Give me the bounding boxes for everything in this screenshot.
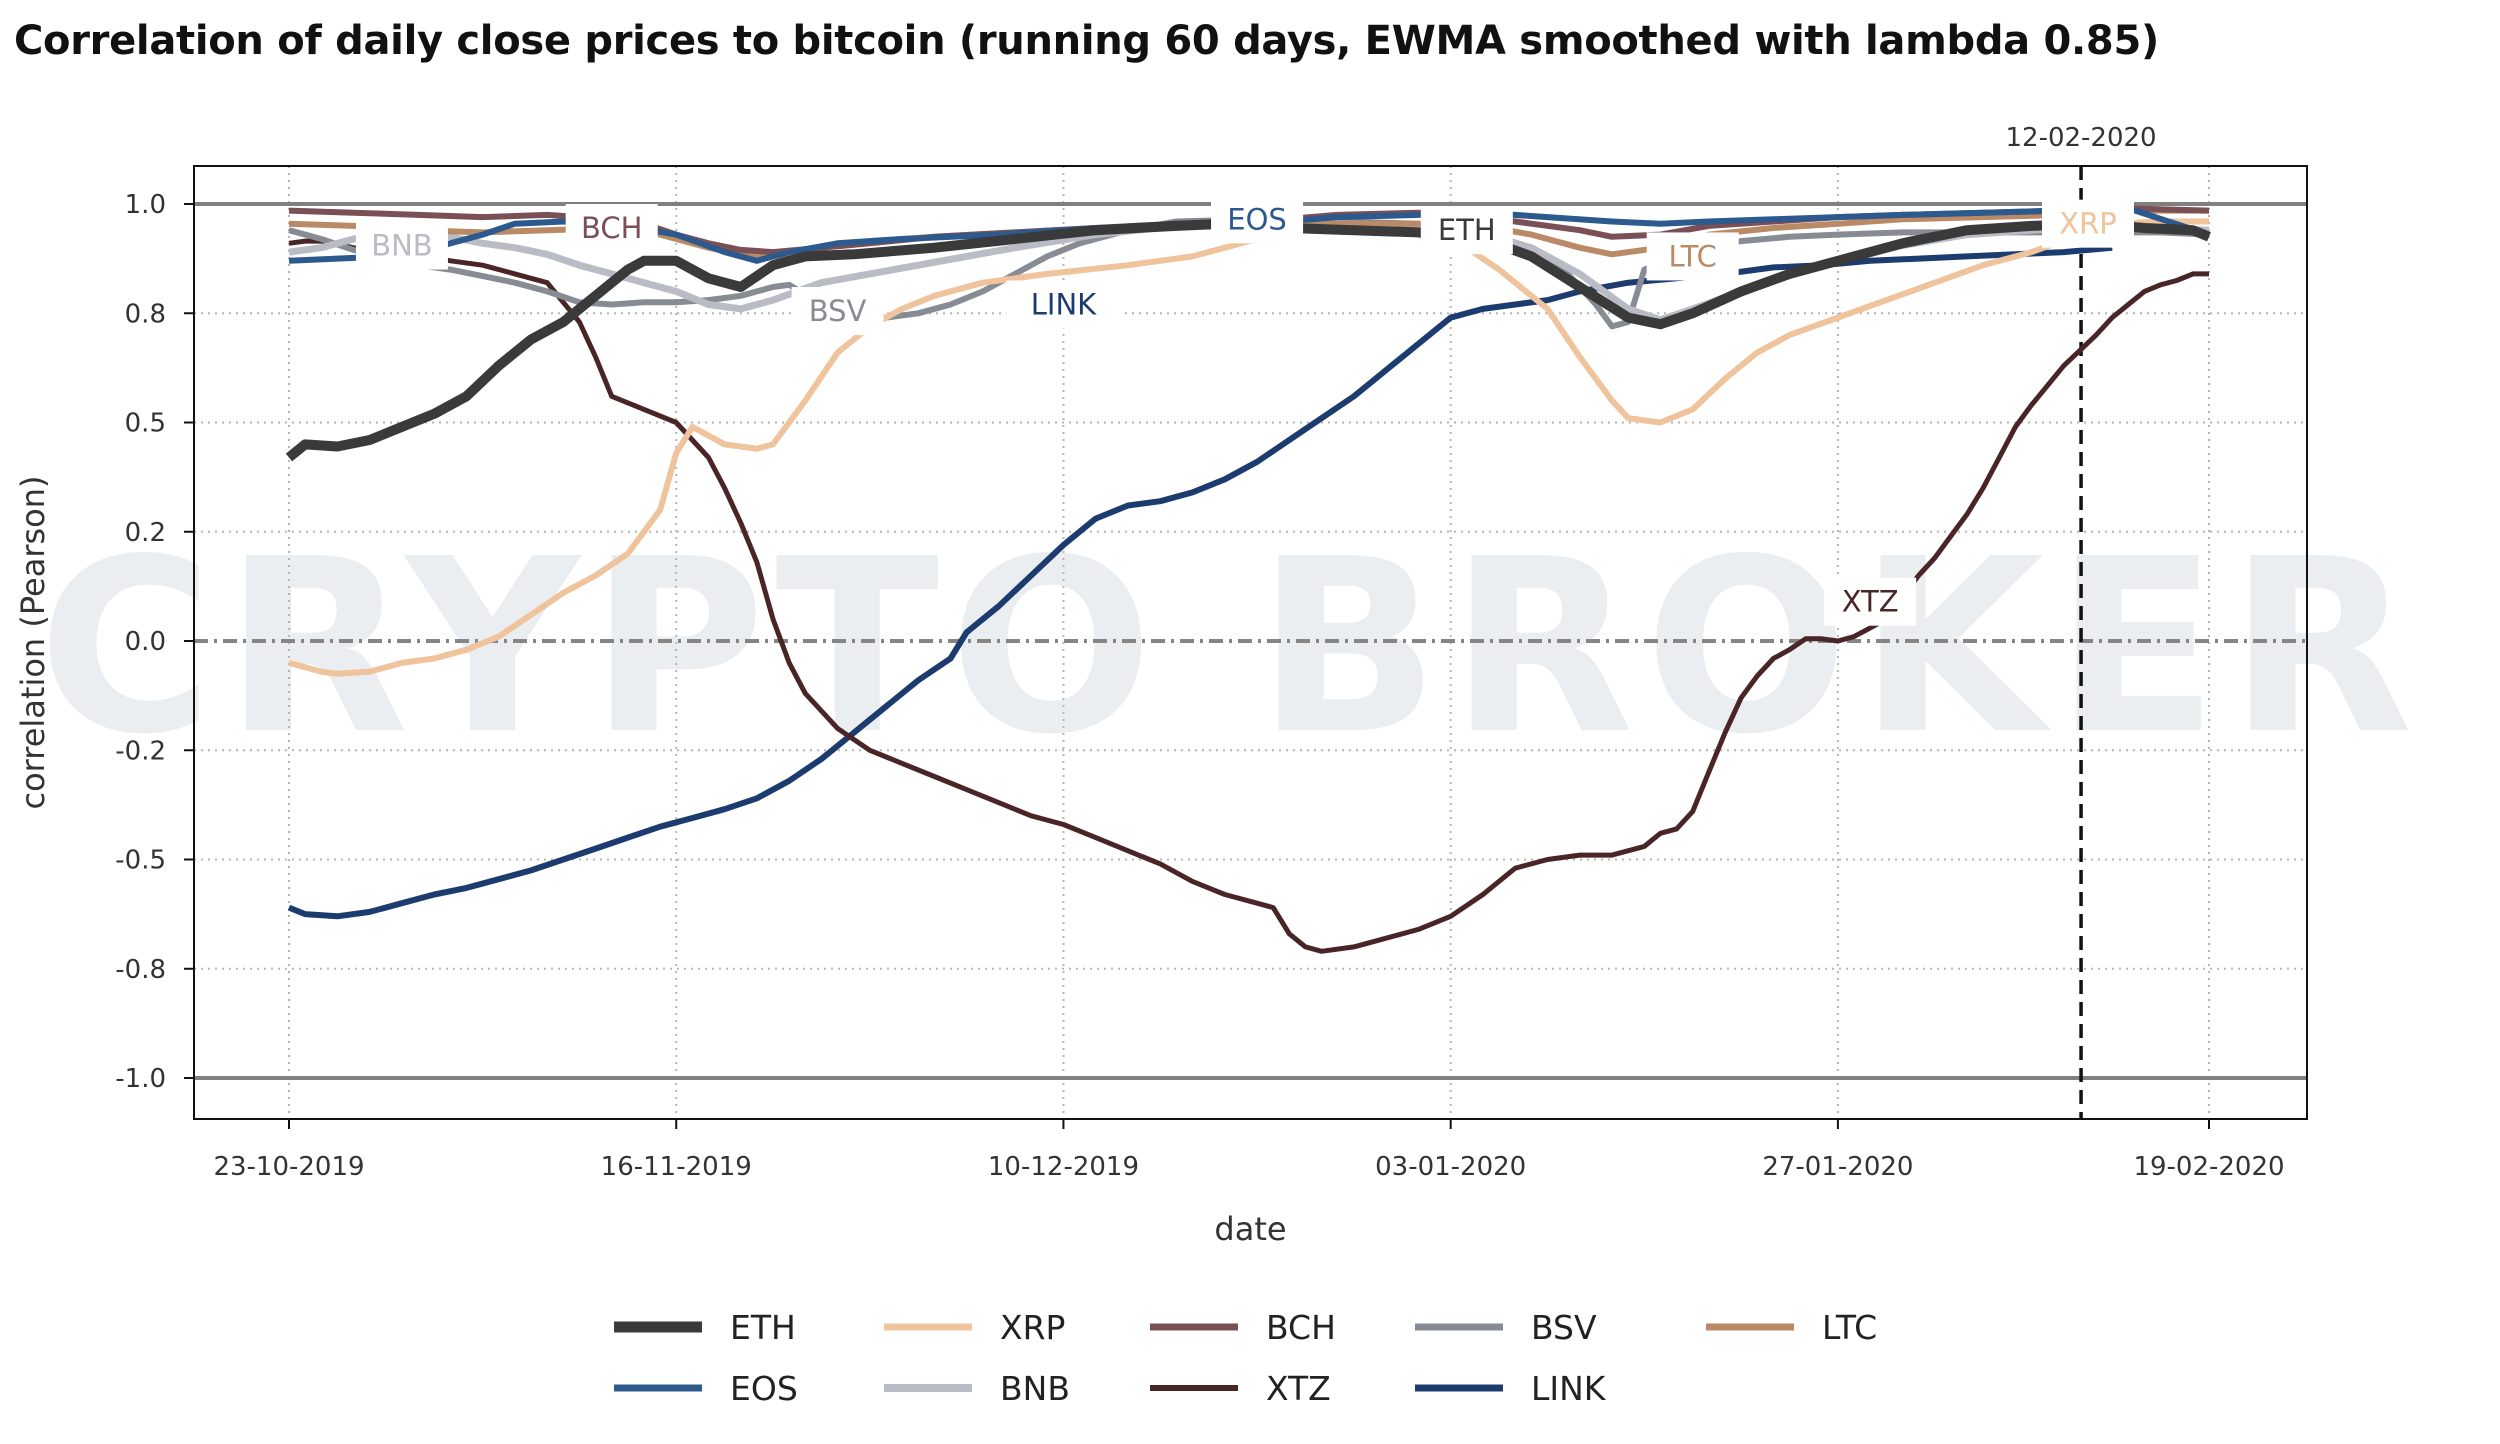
inline-label-eos: EOS bbox=[1227, 202, 1287, 236]
chart-title: Correlation of daily close prices to bit… bbox=[14, 18, 2159, 64]
watermark-text: CRYPTO BROKER bbox=[38, 507, 2423, 787]
inline-label-bg bbox=[1824, 577, 1917, 626]
legend-label-bsv: BSV bbox=[1531, 1308, 1597, 1347]
y-tick-label: -0.8 bbox=[115, 955, 166, 985]
y-axis-title: correlation (Pearson) bbox=[14, 476, 52, 810]
x-tick-label: 19-02-2020 bbox=[2133, 1152, 2284, 1182]
plot-frame bbox=[193, 165, 2308, 1120]
inline-label-bg bbox=[1211, 195, 1304, 244]
legend-label-eos: EOS bbox=[730, 1369, 798, 1408]
inline-label-bch: BCH bbox=[581, 211, 642, 245]
y-tick-label: -1.0 bbox=[115, 1064, 166, 1094]
inline-label-bg bbox=[791, 287, 884, 336]
inline-label-xrp: XRP bbox=[2059, 207, 2117, 241]
inline-label-xtz: XTZ bbox=[1842, 585, 1899, 619]
inline-label-bg bbox=[1646, 232, 1739, 281]
y-tick-label: 0.2 bbox=[125, 518, 166, 548]
y-tick-label: -0.2 bbox=[115, 736, 166, 766]
series-line-eth bbox=[285, 218, 2211, 462]
inline-label-bg bbox=[565, 204, 658, 253]
inline-label-link: LINK bbox=[1031, 288, 1097, 322]
watermark-layer: CRYPTO BROKER bbox=[38, 507, 2423, 787]
x-tick-label: 10-12-2019 bbox=[988, 1152, 1139, 1182]
inline-label-bg bbox=[1420, 206, 1513, 255]
inline-label-bg bbox=[2041, 199, 2134, 248]
series-line-xtz bbox=[288, 238, 2209, 954]
x-tick-label: 03-01-2020 bbox=[1375, 1152, 1526, 1182]
y-tick-label: -0.5 bbox=[115, 846, 166, 876]
x-axis-title: date bbox=[1214, 1210, 1286, 1248]
series-line-xrp bbox=[288, 218, 2209, 677]
inline-label-eth: ETH bbox=[1438, 213, 1496, 247]
legend-label-bch: BCH bbox=[1266, 1308, 1336, 1347]
inline-label-ltc: LTC bbox=[1668, 239, 1716, 273]
inline-label-bnb: BNB bbox=[371, 229, 432, 263]
legend-label-ltc: LTC bbox=[1822, 1308, 1877, 1347]
x-tick-label: 23-10-2019 bbox=[213, 1152, 364, 1182]
legend-label-xrp: XRP bbox=[1000, 1308, 1065, 1347]
legend-label-xtz: XTZ bbox=[1266, 1369, 1331, 1408]
date-marker-label: 12-02-2020 bbox=[2006, 123, 2157, 153]
y-tick-label: 0.5 bbox=[125, 409, 166, 439]
y-tick-label: 0.0 bbox=[125, 627, 166, 657]
x-tick-label: 16-11-2019 bbox=[601, 1152, 752, 1182]
legend-label-link: LINK bbox=[1531, 1369, 1607, 1408]
inline-label-bsv: BSV bbox=[809, 294, 867, 328]
x-tick-label: 27-01-2020 bbox=[1762, 1152, 1913, 1182]
inline-label-bg bbox=[1006, 280, 1121, 329]
legend-label-bnb: BNB bbox=[1000, 1369, 1070, 1408]
legend-label-eth: ETH bbox=[730, 1308, 796, 1347]
y-tick-label: 1.0 bbox=[125, 190, 166, 220]
axes: 1.0 0.8 0.5 0.2 0.0 -0.2 -0.5 -0.8 -1.0 23-10-201… bbox=[14, 165, 2308, 1248]
legend: ETH XRP BCH BSV LTC EOS BNB XTZ LINK bbox=[614, 1308, 1877, 1408]
series-line-bsv bbox=[288, 216, 2210, 330]
inline-labels: BNB BCH BSV LINK EOS ETH LTC XTZ XRP bbox=[355, 195, 2134, 626]
inline-label-bg bbox=[355, 221, 448, 270]
y-tick-label: 0.8 bbox=[125, 299, 166, 329]
